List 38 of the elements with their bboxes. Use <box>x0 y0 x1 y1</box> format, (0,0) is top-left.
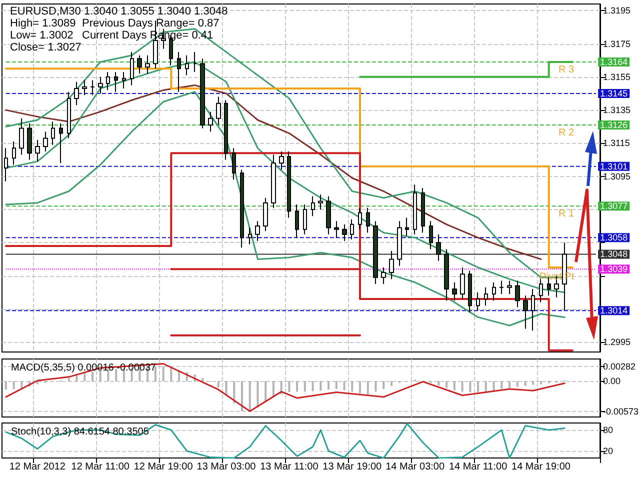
x-tick-label: 13 Mar 03:00 <box>196 462 256 472</box>
ref-line-label: 1.3164 <box>600 57 628 67</box>
ref-line-label: 1.3014 <box>600 306 628 316</box>
y-tick-label: 1.3135 <box>603 105 631 116</box>
annotation: R 3 <box>558 64 574 76</box>
x-tick-label: 12 Mar 19:00 <box>134 462 194 472</box>
y-tick-label: 1.3115 <box>603 138 630 148</box>
y-tick-label: 1.3095 <box>603 171 631 182</box>
y-tick-label: 1.2995 <box>603 337 631 348</box>
y-tick-label: 1.3175 <box>603 38 631 49</box>
y-tick-label: 1.3155 <box>603 72 631 82</box>
ref-line-label: 1.3077 <box>600 201 628 212</box>
annotation: R 2 <box>558 127 574 138</box>
annotation: Previous Days Range= 0.87 <box>82 18 220 30</box>
x-tick-label: 13 Mar 11:00 <box>260 462 319 472</box>
y-tick-label: 0.00282 <box>603 361 636 372</box>
annotation: High= 1.3089 <box>10 18 76 30</box>
x-tick-label: 14 Mar 19:00 <box>512 462 571 472</box>
y-tick-label: 1.3195 <box>603 6 631 16</box>
annotation: Close= 1.3027 <box>10 42 82 54</box>
ref-line-label: 1.3039 <box>600 264 628 274</box>
annotation: R 1 <box>558 208 574 220</box>
annotation: EURUSD,M30 1.3040 1.3055 1.3040 1.3048 <box>10 6 228 18</box>
y-tick-label: 20 <box>603 446 614 456</box>
ref-line-label: 1.3145 <box>600 88 628 98</box>
y-tick-label: 0.00 <box>603 376 621 386</box>
y-tick-label: -0.00573 <box>603 406 639 416</box>
y-tick-label: 80 <box>603 425 614 435</box>
x-tick-label: 12 Mar 2012 <box>9 462 66 472</box>
x-tick-label: 12 Mar 11:00 <box>71 462 130 472</box>
annotation: Low= 1.3002 <box>10 30 74 42</box>
ref-line-label: 1.3048 <box>600 249 628 260</box>
x-tick-label: 14 Mar 11:00 <box>448 462 508 472</box>
ref-line-label: 1.3126 <box>600 120 628 130</box>
x-tick-label: 13 Mar 19:00 <box>322 462 382 472</box>
ref-line-label: 1.3101 <box>600 161 628 172</box>
x-tick-label: 14 Mar 03:00 <box>386 462 445 472</box>
ref-line-label: 1.3058 <box>600 232 628 243</box>
